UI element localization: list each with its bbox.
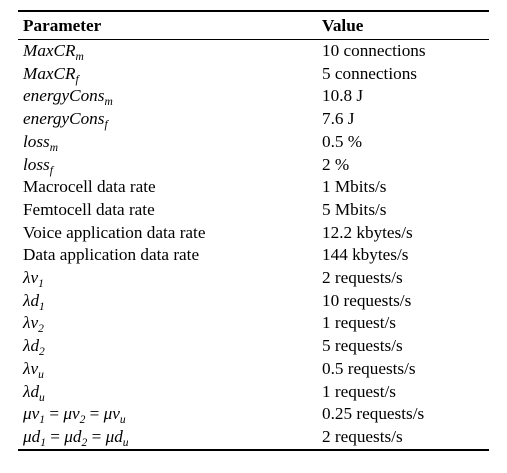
column-header-parameter: Parameter — [18, 10, 317, 40]
table-row: energyConsm 10.8 J — [18, 85, 489, 108]
table-row: Macrocell data rate 1 Mbits/s — [18, 176, 489, 199]
parameter-cell: Data application data rate — [23, 245, 200, 265]
value-cell: 1 request/s — [322, 381, 396, 401]
value-cell: 10 connections — [322, 41, 426, 60]
parameter-cell: Macrocell data rate — [23, 177, 156, 197]
table-row: λd2 5 requests/s — [18, 335, 489, 358]
value-cell: 1 Mbits/s — [322, 177, 387, 197]
table-row: λv2 1 request/s — [18, 312, 489, 335]
parameter-cell: MaxCRm — [23, 41, 84, 63]
table-row: Voice application data rate 12.2 kbytes/s — [18, 222, 489, 245]
parameter-cell: energyConsm — [23, 86, 113, 109]
table-row: λd1 10 requests/s — [18, 290, 489, 313]
table-row: λv1 2 requests/s — [18, 267, 489, 290]
parameter-cell: Voice application data rate — [23, 222, 206, 242]
parameter-cell: λvu — [23, 358, 44, 381]
table-row: Data application data rate 144 kbytes/s — [18, 244, 489, 267]
table-row: λvu 0.5 requests/s — [18, 358, 489, 381]
table-header-row: Parameter Value — [18, 10, 489, 40]
parameter-table: Parameter Value MaxCRm 10 connections MaxC… — [18, 10, 489, 451]
table-row: Femtocell data rate 5 Mbits/s — [18, 199, 489, 222]
parameter-cell: μv1 = μv2 = μvu — [23, 404, 126, 427]
value-cell: 0.5 requests/s — [322, 358, 416, 378]
table-row: lossm 0.5 % — [18, 131, 489, 154]
value-cell: 2 requests/s — [317, 425, 489, 451]
value-cell: 10 requests/s — [322, 290, 412, 310]
value-cell: 10.8 J — [322, 86, 364, 106]
parameter-cell: λd1 — [23, 290, 45, 313]
value-cell: 12.2 kbytes/s — [322, 222, 413, 242]
value-cell: 2 requests/s — [322, 268, 403, 288]
parameter-cell: λd2 — [23, 336, 45, 359]
table-row: MaxCRf 5 connections — [18, 63, 489, 86]
value-cell: 7.6 J — [322, 109, 355, 129]
value-cell: 1 request/s — [322, 313, 396, 333]
table-row: energyConsf 7.6 J — [18, 108, 489, 131]
table-row: λdu 1 request/s — [18, 381, 489, 404]
column-header-value: Value — [317, 10, 489, 40]
table-row: μv1 = μv2 = μvu 0.25 requests/s — [18, 403, 489, 426]
parameter-cell: μd1 = μd2 = μdu — [18, 425, 317, 451]
parameter-cell: energyConsf — [23, 109, 108, 132]
value-cell: 144 kbytes/s — [322, 245, 409, 265]
parameter-cell: λv1 — [23, 268, 44, 291]
table-body: MaxCRm 10 connections MaxCRf 5 connections e… — [18, 40, 489, 451]
parameter-cell: λv2 — [23, 313, 44, 336]
table-row: μd1 = μd2 = μdu 2 requests/s — [18, 425, 489, 451]
parameter-cell: lossf — [23, 154, 53, 177]
value-cell: 0.5 % — [322, 131, 363, 151]
parameter-cell: Femtocell data rate — [23, 199, 155, 219]
value-cell: 0.25 requests/s — [322, 404, 425, 424]
value-cell: 5 Mbits/s — [322, 199, 387, 219]
value-cell: 5 requests/s — [322, 336, 403, 356]
parameter-cell: λdu — [23, 381, 45, 404]
table-row: lossf 2 % — [18, 154, 489, 177]
table-row: MaxCRm 10 connections — [18, 40, 489, 63]
value-cell: 5 connections — [322, 63, 417, 83]
parameter-cell: lossm — [23, 131, 59, 154]
parameter-cell: MaxCRf — [23, 63, 79, 86]
value-cell: 2 % — [322, 154, 350, 174]
